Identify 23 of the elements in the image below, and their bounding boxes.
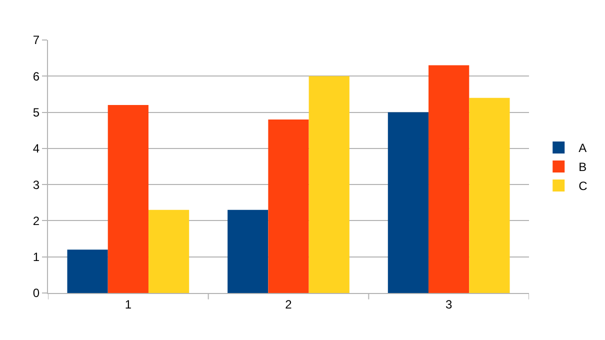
bar bbox=[388, 112, 429, 293]
bar bbox=[228, 210, 268, 293]
x-tick-label: 3 bbox=[445, 297, 452, 312]
y-tick-label: 1 bbox=[32, 250, 40, 264]
legend-label: C bbox=[578, 179, 588, 194]
y-tick-label: 0 bbox=[32, 286, 40, 300]
bar bbox=[428, 65, 470, 293]
bar bbox=[308, 76, 350, 293]
y-tick-label: 7 bbox=[32, 33, 40, 48]
x-tick-label: 2 bbox=[285, 297, 292, 312]
y-tick-label: 4 bbox=[32, 142, 40, 156]
y-tick-label: 3 bbox=[32, 178, 40, 192]
bar bbox=[469, 98, 510, 293]
bar bbox=[67, 250, 108, 293]
x-tick-label: 1 bbox=[124, 297, 132, 312]
y-tick-label: 2 bbox=[32, 214, 40, 228]
bar bbox=[108, 105, 148, 293]
bar bbox=[148, 210, 190, 293]
y-tick-label: 6 bbox=[32, 69, 40, 84]
legend-label: B bbox=[578, 160, 587, 174]
bar bbox=[268, 120, 309, 293]
legend-label: A bbox=[578, 141, 587, 156]
y-tick-label: 5 bbox=[32, 105, 40, 120]
